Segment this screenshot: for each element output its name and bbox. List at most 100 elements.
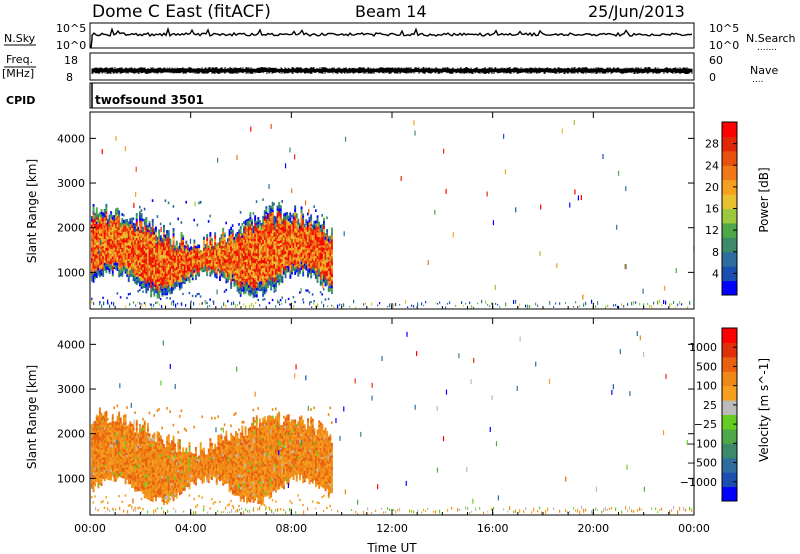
heatmap-cell [211,270,213,275]
heatmap-cell [179,251,181,255]
heatmap-cell [181,302,183,307]
heatmap-cell [209,259,212,263]
heatmap-cell [262,215,265,219]
heatmap-cell [198,267,201,271]
heatmap-cell [201,268,204,273]
heatmap-cell [319,284,322,287]
heatmap-cell [321,261,324,264]
heatmap-cell [107,258,109,261]
heatmap-cell [295,251,298,254]
heatmap-cell [99,267,101,271]
heatmap-cell [273,244,276,247]
heatmap-cell [238,275,241,280]
heatmap-cell [267,218,269,221]
heatmap-cell [167,281,170,286]
heatmap-cell [307,258,309,262]
heatmap-cell [177,217,179,221]
heatmap-cell [207,261,210,264]
heatmap-cell [283,267,285,272]
heatmap-cell [281,272,284,277]
heatmap-cell [260,270,263,275]
heatmap-cell [278,243,281,247]
heatmap-cell [99,239,102,245]
heatmap-cell [139,222,141,225]
heatmap-cell [230,233,233,237]
heatmap-cell [324,249,327,253]
heatmap-cell [94,225,97,229]
heatmap-cell [95,221,98,225]
heatmap-cell [95,474,98,478]
heatmap-cell [371,302,373,306]
heatmap-cell [294,220,297,224]
heatmap-cell [311,229,314,233]
heatmap-cell [190,300,192,303]
heatmap-cell [308,239,311,242]
heatmap-cell [279,227,282,230]
heatmap-cell [161,262,164,266]
heatmap-cell [180,277,183,280]
heatmap-cell [163,276,165,279]
heatmap-cell [387,305,389,308]
heatmap-cell [246,281,249,286]
heatmap-cell [94,261,97,265]
heatmap-cell [209,236,212,240]
freq-frame [89,52,695,81]
heatmap-cell [105,263,108,267]
heatmap-cell [185,304,187,307]
heatmap-cell [241,263,244,267]
heatmap-cell [311,242,314,245]
heatmap-cell [295,232,298,235]
heatmap-cell [275,244,277,248]
heatmap-cell [308,234,311,237]
heatmap-cell [300,238,303,242]
heatmap-cell [185,265,188,268]
heatmap-cell [183,255,186,258]
heatmap-cell [97,485,100,489]
heatmap-cell [271,270,274,273]
heatmap-cell [308,263,311,267]
heatmap-cell [121,223,124,227]
heatmap-cell [163,261,165,264]
heatmap-cell [292,231,295,235]
heatmap-cell [259,240,261,244]
heatmap-cell [172,249,175,253]
heatmap-cell [204,268,207,272]
heatmap-cell [273,279,276,283]
heatmap-cell [169,287,172,292]
heatmap-cell [219,249,221,253]
heatmap-cell [255,265,258,270]
heatmap-cell [100,449,103,453]
heatmap-cell [113,302,115,307]
heatmap-cell [319,257,322,260]
heatmap-cell [142,275,145,279]
heatmap-cell [99,442,101,446]
heatmap-cell [111,237,114,241]
heatmap-cell [156,270,159,274]
heatmap-cell [199,262,201,268]
heatmap-cell [259,227,261,231]
heatmap-cell [139,257,141,260]
heatmap-cell [308,254,311,259]
heatmap-cell [308,222,311,226]
heatmap-cell [279,236,282,241]
heatmap-cell [284,273,287,277]
heatmap-cell [199,262,202,266]
heatmap-cell [145,247,148,250]
heatmap-cell [143,247,146,251]
heatmap-cell [555,302,557,305]
heatmap-cell [147,284,149,288]
heatmap-cell [127,250,130,254]
heatmap-cell [331,232,333,236]
heatmap-cell [159,262,162,266]
heatmap-cell [227,254,229,258]
heatmap-cell [331,266,333,269]
heatmap-cell [268,211,271,215]
heatmap-cell [465,303,467,305]
heatmap-cell [135,242,138,247]
heatmap-cell [185,278,188,282]
nsky-right-tick-bottom: 10^0 [709,39,739,52]
heatmap-cell [113,220,116,224]
heatmap-cell [116,233,119,236]
heatmap-cell [174,247,177,251]
heatmap-cell [249,271,252,275]
